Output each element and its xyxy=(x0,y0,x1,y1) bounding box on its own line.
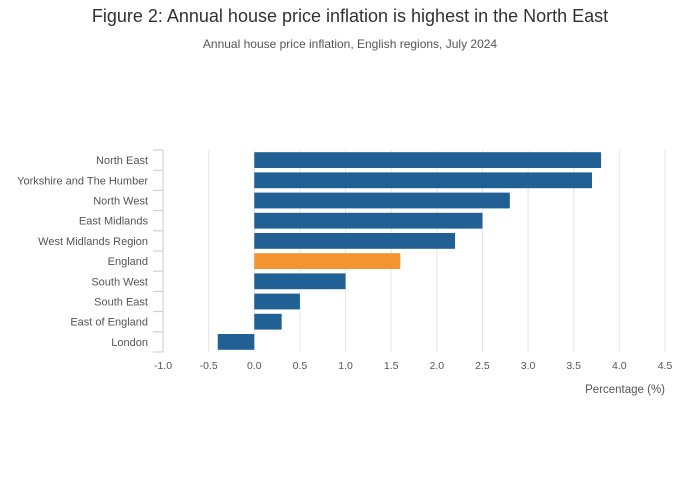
x-tick-label: 2.0 xyxy=(430,360,445,372)
category-label: Yorkshire and The Humber xyxy=(17,175,148,187)
category-label: North East xyxy=(96,155,148,167)
category-label: England xyxy=(108,256,148,268)
x-tick-label: 1.5 xyxy=(384,360,399,372)
x-tick-label: 4.5 xyxy=(658,360,673,372)
bar xyxy=(254,212,483,229)
category-label: North West xyxy=(93,196,148,208)
category-label: London xyxy=(111,337,148,349)
bar xyxy=(254,152,602,168)
bar xyxy=(254,273,346,290)
category-label: West Midlands Region xyxy=(38,236,148,248)
x-tick-label: -0.5 xyxy=(200,360,218,372)
bar xyxy=(217,334,255,350)
bar xyxy=(254,172,592,189)
x-tick-label: -1.0 xyxy=(154,360,172,372)
chart-subtitle: Annual house price inflation, English re… xyxy=(202,37,498,51)
chart-title: Figure 2: Annual house price inflation i… xyxy=(91,6,609,26)
bar xyxy=(254,313,282,330)
category-label: South West xyxy=(91,276,148,288)
x-axis-title: Percentage (%) xyxy=(585,384,665,396)
bar xyxy=(254,253,401,269)
category-label: East of England xyxy=(70,317,148,329)
x-tick-label: 0.5 xyxy=(293,360,308,372)
x-tick-label: 4.0 xyxy=(612,360,627,372)
bar xyxy=(254,192,510,209)
x-tick-label: 1.0 xyxy=(338,360,353,372)
bar xyxy=(254,233,456,249)
x-tick-label: 3.0 xyxy=(521,360,536,372)
category-labels: North East Yorkshire and The Humber North … xyxy=(17,155,148,349)
bars xyxy=(217,152,602,350)
category-label: East Midlands xyxy=(79,216,149,228)
x-tick-label: 2.5 xyxy=(475,360,490,372)
x-tick-label: 3.5 xyxy=(566,360,581,372)
x-tick-label: 0.0 xyxy=(247,360,262,372)
y-axis xyxy=(153,149,164,353)
x-tick-labels: -1.0 -0.5 0.0 0.5 1.0 1.5 2.0 2.5 3.0 3.5 4.0 4.5 xyxy=(154,360,672,372)
bar xyxy=(254,293,300,310)
category-label: South East xyxy=(94,297,148,309)
